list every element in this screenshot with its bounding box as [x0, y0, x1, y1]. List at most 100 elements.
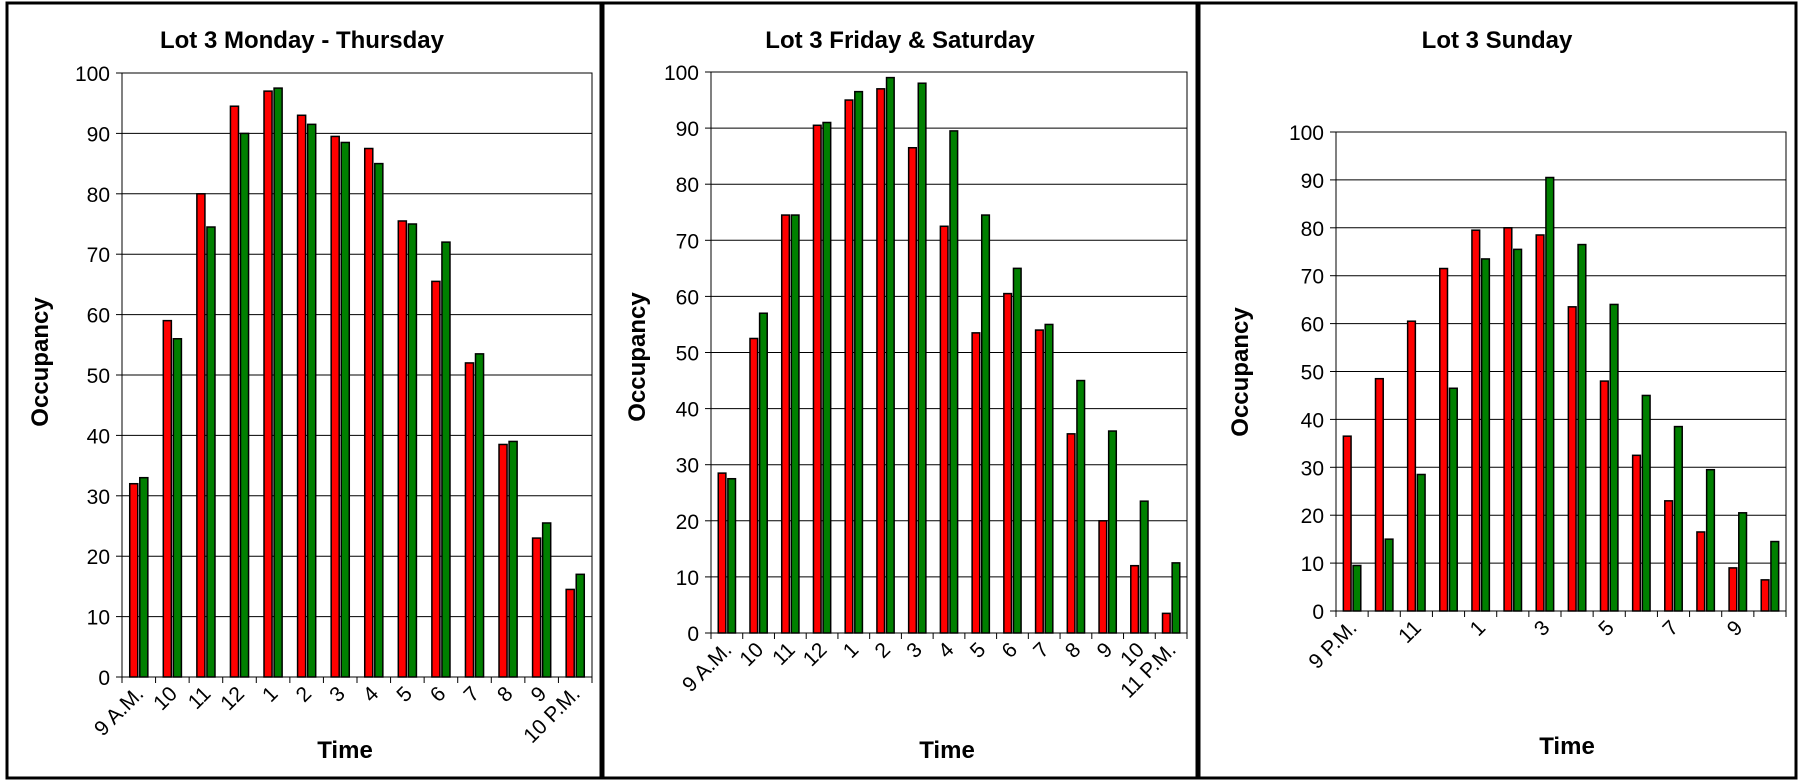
- bar-series-1: [531, 537, 542, 678]
- plot-frame: [710, 71, 1188, 634]
- bar-series-1: [1664, 500, 1674, 612]
- bar-series-1: [397, 220, 408, 678]
- bar-series-2: [917, 82, 927, 634]
- chart-title: Lot 3 Sunday: [1422, 27, 1573, 54]
- bar-series-2: [508, 440, 518, 678]
- bar-series-1: [431, 280, 441, 678]
- bar-series-2: [541, 522, 552, 678]
- bar-series-2: [1139, 500, 1149, 634]
- y-tick-label: 70: [676, 230, 699, 253]
- bar-series-1: [1342, 435, 1352, 612]
- y-tick-label: 20: [1301, 505, 1324, 528]
- y-tick-label: 30: [87, 486, 110, 509]
- bar-series-1: [1034, 329, 1044, 634]
- bar-series-2: [1044, 323, 1054, 634]
- bar-series-1: [749, 337, 759, 634]
- bar-series-2: [1480, 258, 1491, 612]
- bar-series-2: [474, 353, 485, 678]
- bar-series-1: [812, 124, 822, 634]
- bar-series-2: [949, 130, 959, 634]
- bar-series-2: [1352, 564, 1362, 612]
- bar-series-2: [575, 573, 586, 678]
- bar-series-1: [717, 472, 727, 634]
- chart-panel-friday-saturday: Lot 3 Friday & Saturday Occupancy Time 0…: [601, 1, 1199, 780]
- y-tick-label: 40: [87, 425, 110, 448]
- x-axis-label: Time: [317, 737, 373, 764]
- y-tick-label: 90: [87, 123, 110, 146]
- y-tick-label: 90: [676, 118, 699, 141]
- bar-series-1: [939, 225, 949, 634]
- y-tick-label: 40: [1301, 409, 1324, 432]
- y-tick-label: 90: [1301, 170, 1324, 193]
- panel-border: [1197, 1, 1798, 780]
- bar-series-1: [1760, 579, 1770, 612]
- bar-series-2: [340, 141, 351, 678]
- bar-series-2: [273, 87, 283, 678]
- chart-panel-sunday: Lot 3 Sunday Occupancy Time 0 10 20 30 40 50 6…: [1197, 1, 1798, 780]
- y-tick-label: 60: [676, 286, 699, 309]
- bar-series-2: [1577, 243, 1587, 612]
- y-tick-label: 0: [687, 623, 699, 646]
- y-tick-label: 0: [1312, 601, 1324, 624]
- y-tick-label: 20: [87, 546, 110, 569]
- y-tick-label: 30: [676, 455, 699, 478]
- bar-series-2: [139, 476, 149, 678]
- bar-series-1: [1066, 433, 1076, 634]
- y-tick-label: 100: [1289, 122, 1324, 145]
- bar-series-2: [172, 338, 183, 678]
- bar-series-1: [1728, 567, 1738, 612]
- bar-series-1: [1471, 229, 1481, 612]
- y-tick-label: 30: [1301, 457, 1324, 480]
- bar-series-2: [1171, 562, 1181, 634]
- y-axis-label: Occupancy: [1227, 307, 1254, 437]
- bar-series-2: [306, 123, 317, 678]
- y-tick-label: 70: [87, 244, 110, 267]
- y-axis-label: Occupancy: [624, 292, 651, 422]
- y-tick-label: 50: [1301, 362, 1324, 385]
- x-axis-label: Time: [1539, 733, 1595, 760]
- bar-series-2: [822, 121, 832, 634]
- bar-series-2: [1673, 425, 1683, 612]
- bar-series-1: [1567, 306, 1577, 612]
- bar-series-2: [885, 76, 895, 634]
- y-tick-label: 60: [1301, 314, 1324, 337]
- y-tick-label: 50: [676, 343, 699, 366]
- bar-series-1: [1130, 564, 1140, 634]
- y-tick-label: 80: [676, 174, 699, 197]
- bar-series-1: [907, 146, 918, 634]
- bar-series-1: [1161, 612, 1171, 634]
- chart-panel-monday-thursday: Lot 3 Monday - Thursday Occupancy Time 0…: [5, 1, 603, 780]
- bar-series-1: [1406, 320, 1417, 612]
- bar-series-2: [407, 223, 418, 678]
- y-tick-label: 10: [676, 567, 699, 590]
- y-tick-label: 100: [75, 63, 110, 86]
- bar-series-2: [1738, 512, 1748, 612]
- chart-title: Lot 3 Friday & Saturday: [765, 27, 1035, 54]
- bar-series-1: [464, 362, 475, 678]
- bar-series-1: [196, 193, 206, 678]
- bar-series-2: [1513, 248, 1523, 612]
- bar-series-1: [1696, 531, 1706, 612]
- bar-series-1: [876, 88, 886, 634]
- bar-series-1: [971, 332, 981, 634]
- bar-series-1: [162, 319, 173, 678]
- y-axis-label: Occupancy: [27, 297, 54, 427]
- bar-series-2: [1641, 394, 1651, 612]
- bar-series-2: [854, 90, 864, 634]
- bar-series-1: [128, 482, 139, 678]
- bar-series-2: [758, 312, 768, 634]
- bar-series-1: [565, 588, 575, 678]
- y-tick-label: 20: [676, 511, 699, 534]
- y-tick-label: 10: [1301, 553, 1324, 576]
- bar-series-1: [296, 114, 307, 678]
- bar-series-2: [239, 132, 250, 678]
- bar-series-2: [206, 226, 216, 678]
- y-tick-label: 50: [87, 365, 110, 388]
- bar-series-2: [441, 241, 451, 678]
- bar-series-1: [1374, 377, 1384, 612]
- bar-series-2: [1705, 468, 1716, 612]
- bar-series-1: [363, 147, 374, 678]
- bar-series-2: [1448, 387, 1458, 612]
- bar-series-1: [844, 99, 854, 634]
- bar-series-1: [1503, 227, 1513, 612]
